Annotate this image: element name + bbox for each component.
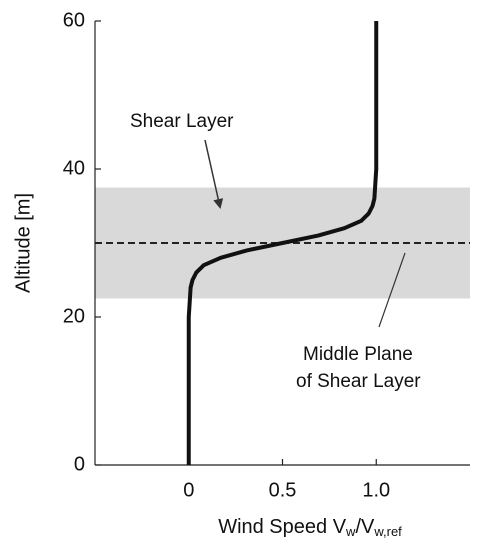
annotation-leader (378, 252, 406, 328)
y-tick-label: 60 (63, 9, 85, 31)
y-tick-label: 40 (63, 157, 85, 179)
x-tick-label: 0 (183, 479, 194, 501)
x-label-part: Wind Speed V (218, 516, 347, 538)
annotation: of Shear Layer (296, 371, 421, 392)
y-tick-label: 0 (74, 453, 85, 475)
x-tick-label: 0.5 (269, 479, 297, 501)
annotation-arrow (204, 139, 224, 209)
x-label-part: /V (355, 516, 375, 538)
annotation: Shear Layer (130, 111, 234, 132)
y-axis-label: Altitude [m] (12, 193, 34, 293)
plot-area: 0 20 40 60 0 0.5 1.0 (63, 9, 470, 501)
x-tick-label: 1.0 (362, 479, 390, 501)
profile-line (186, 21, 379, 465)
x-label-subscript: w (345, 524, 356, 539)
y-tick-label: 20 (63, 305, 85, 327)
x-axis-label: Wind Speed Vw/Vw,ref (218, 516, 402, 539)
x-label-subscript: w,ref (373, 524, 402, 539)
annotation: Middle Plane (303, 344, 413, 365)
